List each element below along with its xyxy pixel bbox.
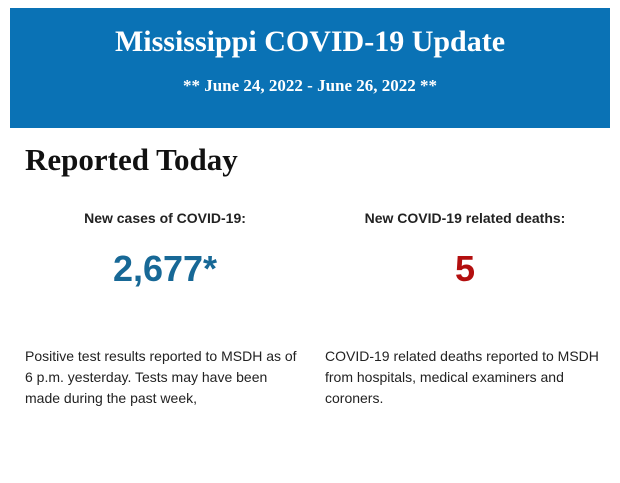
header-subtitle: ** June 24, 2022 - June 26, 2022 ** (182, 76, 438, 95)
stat-description: Positive test results reported to MSDH a… (25, 348, 297, 406)
stat-description: COVID-19 related deaths reported to MSDH… (325, 348, 599, 406)
stat-label: New COVID-19 related deaths: (364, 210, 566, 226)
stat-label: New cases of COVID-19: (84, 210, 246, 226)
stat-column: New COVID-19 related deaths: 5 COVID-19 … (325, 210, 605, 406)
header-title: Mississippi COVID-19 Update (114, 25, 506, 58)
stat-value: 2,677* (112, 248, 218, 289)
stat-value: 5 (454, 248, 476, 289)
section-title: Reported Today (25, 142, 238, 177)
header: Mississippi COVID-19 Update ** June 24, … (10, 8, 610, 128)
stat-column: New cases of COVID-19: 2,677* Positive t… (25, 210, 305, 406)
